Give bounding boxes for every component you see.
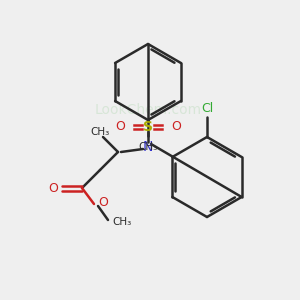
Text: Cl: Cl: [201, 102, 213, 115]
Text: S: S: [143, 120, 153, 134]
Text: O: O: [48, 182, 58, 194]
Text: N: N: [143, 140, 153, 154]
Text: LookChem.com: LookChem.com: [94, 103, 202, 117]
Text: CH₃: CH₃: [138, 142, 158, 152]
Text: O: O: [115, 121, 125, 134]
Text: O: O: [171, 121, 181, 134]
Text: O: O: [98, 196, 108, 208]
Text: CH₃: CH₃: [112, 217, 131, 227]
Text: CH₃: CH₃: [90, 127, 110, 137]
